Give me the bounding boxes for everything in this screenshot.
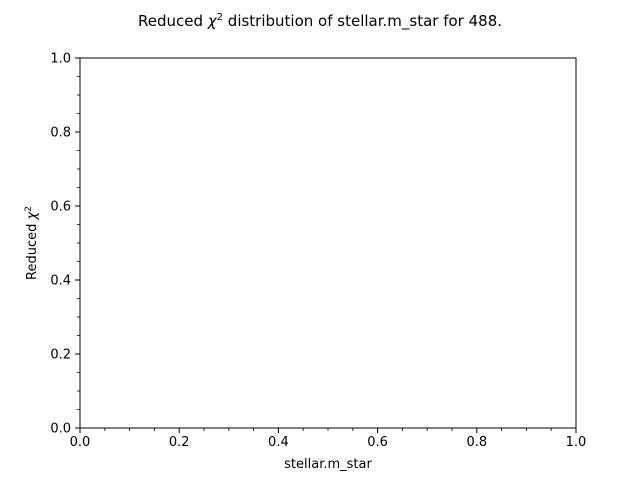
y-axis: 0.0 0.2 0.4 0.6 0.8 1.0 — [50, 52, 80, 437]
chart-title-prefix: Reduced — [138, 12, 208, 30]
x-tick-label: 1.0 — [566, 435, 587, 450]
y-tick-label: 0.6 — [50, 200, 71, 215]
y-tick-label: 0.0 — [50, 422, 71, 437]
y-axis-label-superscript: 2 — [24, 206, 34, 212]
x-axis-label: stellar.m_star — [284, 457, 372, 472]
chart-title-superscript: 2 — [217, 12, 223, 23]
plot-frame — [79, 57, 577, 429]
plot-area — [79, 57, 577, 429]
chart-title-suffix: distribution of stellar.m_star for 488. — [223, 12, 502, 31]
y-tick-label: 0.2 — [50, 348, 71, 363]
y-axis-label-chi-symbol: χ — [25, 210, 40, 220]
x-tick-label: 0.4 — [268, 435, 289, 450]
y-axis-label: Reduced χ2 — [24, 206, 40, 280]
y-axis-label-prefix: Reduced — [25, 219, 40, 279]
x-tick-label: 0.0 — [70, 435, 91, 450]
chart-title-chi-symbol: χ — [207, 12, 218, 30]
x-tick-label: 0.8 — [466, 435, 487, 450]
y-tick-label: 0.4 — [50, 274, 71, 289]
y-tick-label: 0.8 — [50, 126, 71, 141]
x-axis: 0.0 0.2 0.4 0.6 0.8 1.0 — [70, 428, 587, 450]
x-tick-label: 0.6 — [367, 435, 388, 450]
chart-title: Reduced χ2 distribution of stellar.m_sta… — [138, 12, 502, 31]
x-tick-label: 0.2 — [169, 435, 190, 450]
y-tick-label: 1.0 — [50, 52, 71, 67]
